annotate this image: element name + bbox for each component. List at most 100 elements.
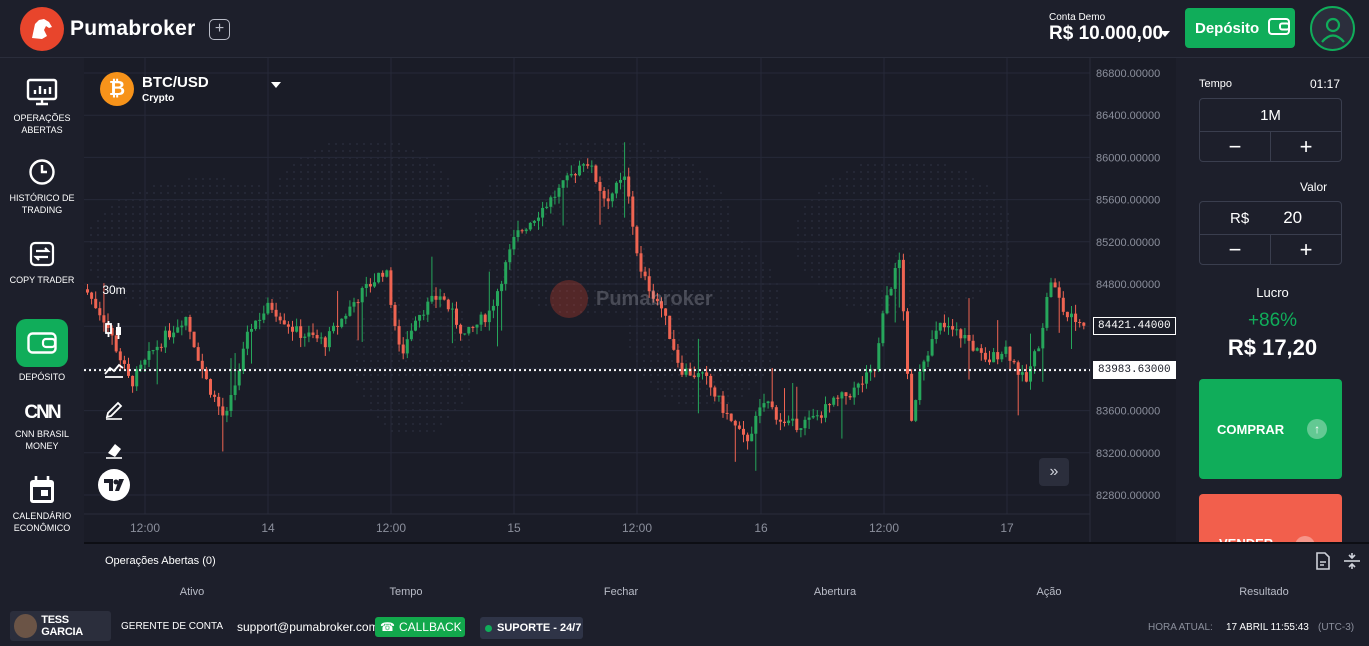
chevron-down-icon[interactable] [271, 82, 281, 88]
candle [877, 337, 881, 373]
scroll-to-latest-button[interactable]: » [1039, 458, 1069, 486]
puma-logo-icon[interactable] [20, 7, 64, 51]
candle [291, 320, 294, 341]
candle [721, 391, 725, 418]
candle [709, 373, 713, 396]
sidebar-item-trading-history[interactable]: HISTÓRICO DE TRADING [0, 156, 84, 216]
candle [504, 260, 508, 291]
brand-name[interactable]: Pumabroker [70, 17, 196, 40]
candle [848, 393, 852, 400]
draw-pencil-icon[interactable] [96, 390, 132, 430]
operations-toolbar [1315, 552, 1361, 575]
candle [975, 347, 979, 352]
candle [442, 293, 446, 301]
candle [364, 276, 368, 297]
candle [282, 313, 286, 325]
sidebar-item-cnn-brasil-money[interactable]: CNN CNN BRASIL MONEY [0, 402, 84, 452]
candle [311, 323, 315, 339]
candle [409, 323, 413, 342]
candle [446, 298, 450, 312]
candle [963, 327, 967, 344]
indicators-icon[interactable] [96, 350, 132, 390]
buy-button-label: COMPRAR [1217, 421, 1285, 437]
candle [672, 329, 676, 351]
tempo-increase-button[interactable]: + [1299, 133, 1313, 159]
deposit-button[interactable]: Depósito [1185, 8, 1295, 48]
candle [549, 195, 553, 214]
candle [434, 287, 438, 309]
valor-amount[interactable]: 20 [1283, 208, 1303, 227]
candle [86, 283, 89, 295]
y-axis: 86800.00000 86400.00000 86000.00000 85600.0… [1096, 68, 1160, 502]
candle [1004, 340, 1008, 358]
candle [815, 410, 819, 421]
tradingview-logo-icon[interactable] [98, 469, 130, 501]
candle [455, 301, 458, 329]
timeframe-button[interactable]: 30m [102, 283, 126, 297]
sidebar-item-copy-trader[interactable]: COPY TRADER [0, 238, 84, 286]
valor-increase-button[interactable]: + [1299, 236, 1313, 262]
candle [676, 343, 680, 368]
candle [319, 332, 323, 345]
candle [758, 398, 762, 424]
sidebar-item-label: DEPÓSITO [18, 372, 66, 382]
chart-grid [84, 58, 1091, 542]
account-balance[interactable]: R$ 10.000,00 [1049, 23, 1164, 44]
candle [200, 353, 204, 379]
eraser-icon[interactable] [96, 430, 132, 470]
support-button[interactable]: SUPORTE - 24/7 [480, 617, 583, 639]
candle [598, 176, 602, 225]
candle [783, 388, 786, 427]
valor-field[interactable]: R$ 20 [1200, 202, 1341, 235]
open-operations-panel: Operações Abertas (0) Ativo Tempo Fechar… [84, 542, 1369, 606]
buy-button[interactable]: COMPRAR ↑ [1199, 379, 1342, 479]
tempo-decrease-button[interactable]: − [1200, 132, 1271, 161]
sidebar-item-economic-calendar[interactable]: CALENDÁRIO ECONÔMICO [0, 474, 84, 534]
asset-selector[interactable]: ₿ BTC/USD Crypto [100, 72, 281, 106]
collapse-panel-icon[interactable] [1343, 552, 1361, 575]
candle [307, 325, 311, 343]
sidebar-item-deposit[interactable]: DEPÓSITO [0, 319, 84, 383]
chevron-down-icon[interactable] [1160, 31, 1170, 37]
candle-type-icon[interactable] [96, 310, 132, 350]
candle [717, 395, 721, 402]
candle [770, 368, 774, 410]
candle [586, 158, 590, 169]
price-chart[interactable]: 86800.00000 86400.00000 86000.00000 85600.0… [84, 58, 1176, 542]
y-tick-label: 86800.00000 [1096, 68, 1160, 80]
document-icon[interactable] [1315, 552, 1331, 575]
user-avatar-button[interactable] [1310, 6, 1355, 51]
candle [614, 181, 618, 199]
candle [135, 366, 139, 392]
pumabroker-watermark: Pumabroker [550, 280, 713, 318]
candle [979, 344, 983, 361]
candle [94, 291, 98, 309]
candle [569, 165, 573, 178]
callback-button[interactable]: ☎ CALLBACK [375, 617, 465, 637]
account-manager-card[interactable]: TESS GARCIA [10, 611, 111, 641]
sidebar-item-label: CALENDÁRIO ECONÔMICO [12, 511, 72, 533]
valor-label: Valor [1300, 180, 1328, 194]
support-email-link[interactable]: support@pumabroker.com [237, 620, 379, 634]
sidebar-item-open-operations[interactable]: OPERAÇÕES ABERTAS [0, 76, 84, 136]
candle [602, 187, 606, 207]
bitcoin-icon: ₿ [100, 72, 134, 106]
candle [668, 315, 672, 340]
tempo-value[interactable]: 1M [1200, 99, 1341, 132]
chart-toolbar: 30m [96, 270, 132, 470]
valor-decrease-button[interactable]: − [1200, 235, 1271, 264]
online-status-dot [485, 624, 492, 632]
user-icon [1320, 17, 1345, 43]
candle [262, 305, 266, 324]
footer-bar: TESS GARCIA GERENTE DE CONTA support@pum… [0, 606, 1369, 646]
candle [938, 322, 942, 335]
candle [127, 357, 130, 379]
candle [713, 385, 717, 402]
candle [258, 312, 262, 330]
candle [323, 336, 327, 356]
candle [340, 318, 344, 329]
add-asset-button[interactable]: + [209, 19, 230, 40]
candle [737, 421, 741, 430]
arrow-up-icon: ↑ [1307, 419, 1328, 439]
candle [405, 331, 409, 359]
